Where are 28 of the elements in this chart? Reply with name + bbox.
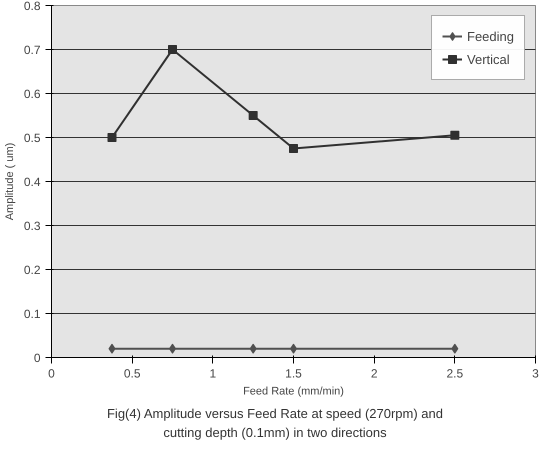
legend-label: Vertical bbox=[467, 52, 510, 66]
point bbox=[450, 130, 460, 140]
x-tick-label: 3 bbox=[532, 366, 540, 380]
y-tick-label: 0.7 bbox=[24, 43, 41, 57]
point bbox=[250, 344, 257, 354]
y-tick-label: 0.4 bbox=[24, 175, 41, 189]
y-tick-label: 0 bbox=[34, 351, 41, 365]
x-tick-label: 1.5 bbox=[285, 366, 302, 380]
y-tick-label: 0.5 bbox=[24, 131, 41, 145]
x-tick-label: 2.5 bbox=[446, 366, 464, 380]
legend-label: Feeding bbox=[467, 28, 514, 44]
point bbox=[168, 45, 177, 54]
y-tick-label: 0.3 bbox=[24, 219, 41, 233]
x-tick-label: 0 bbox=[48, 366, 56, 380]
x-tick-label: 1 bbox=[209, 366, 216, 380]
y-tick-label: 0.6 bbox=[24, 87, 41, 101]
y-axis-title: Amplitude ( um) bbox=[4, 142, 16, 220]
x-axis-title: Feed Rate (mm/min) bbox=[243, 386, 344, 398]
y-tick-label: 0.2 bbox=[24, 263, 41, 277]
point bbox=[108, 133, 116, 142]
x-tick-label: 2 bbox=[370, 366, 378, 380]
y-tick-label: 0.1 bbox=[24, 307, 41, 321]
y-tick-label: 0.8 bbox=[24, 0, 41, 13]
point bbox=[289, 144, 298, 153]
text: Fig(4) Amplitude versus Feed Rate at speed (270rpm) and cutting depth (0.1mm) in two directions bbox=[106, 405, 443, 442]
point bbox=[248, 111, 258, 120]
point bbox=[451, 344, 458, 354]
x-tick-label: 0.5 bbox=[124, 366, 141, 380]
